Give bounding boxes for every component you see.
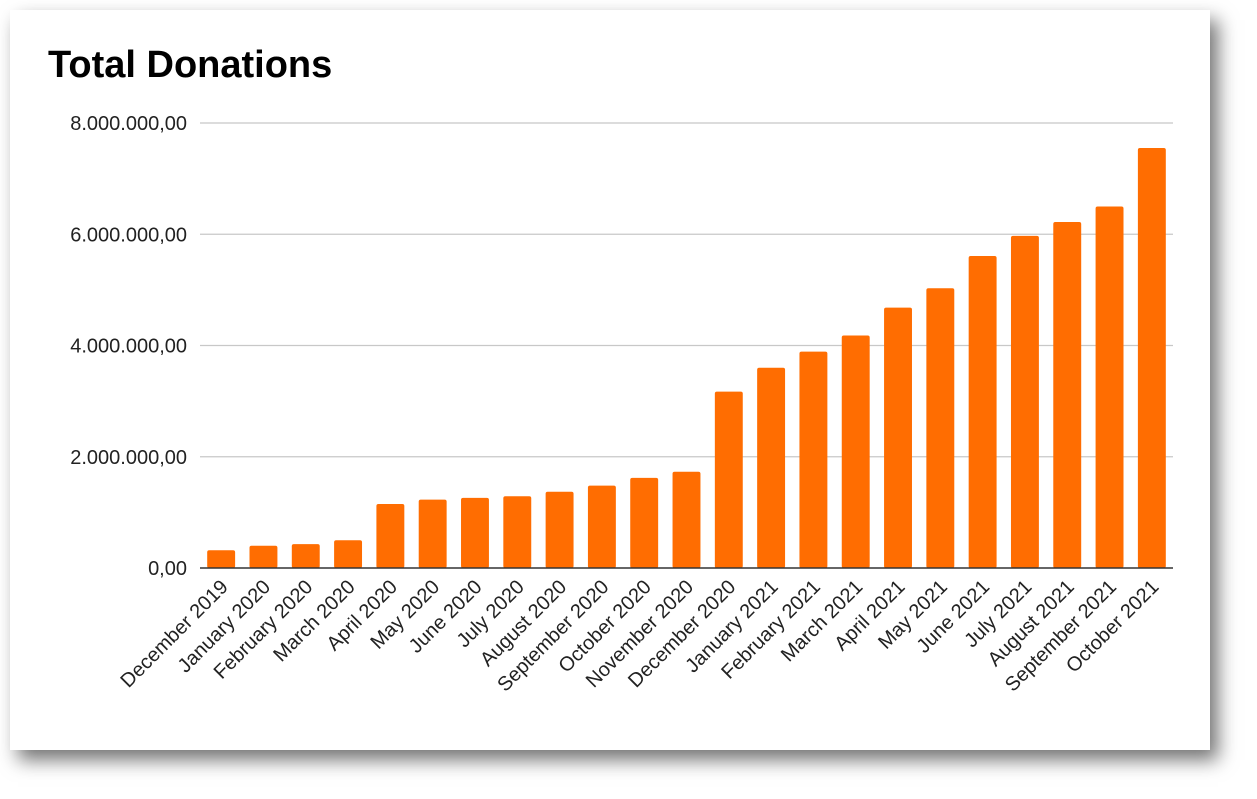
bar: [249, 545, 278, 568]
bar: [545, 491, 574, 568]
y-tick-label: 8.000.000,00: [70, 113, 187, 135]
bar: [418, 499, 447, 568]
bar: [1053, 222, 1082, 568]
bar: [757, 367, 786, 568]
bar: [1137, 148, 1166, 568]
y-tick-label: 4.000.000,00: [70, 336, 187, 358]
bar: [376, 504, 405, 568]
chart-title: Total Donations: [48, 44, 333, 86]
bar: [1010, 235, 1039, 568]
bar: [334, 540, 363, 568]
gridlines: [200, 122, 1173, 458]
bar: [672, 471, 701, 568]
bar: [968, 255, 997, 568]
bar-chart: 0,00 2.000.000,00 4.000.000,00 6.000.000,00…: [70, 113, 1173, 696]
bar: [461, 497, 489, 568]
chart-card: Total Donations 0,00 2.000.000,00 4.000.00…: [10, 10, 1210, 750]
bars: [207, 148, 1166, 568]
bar: [630, 477, 659, 568]
bar: [1095, 206, 1124, 568]
y-tick-label: 0,00: [148, 558, 187, 580]
y-tick-label: 6.000.000,00: [70, 224, 187, 246]
bar: [587, 485, 616, 568]
y-tick-labels: 0,00 2.000.000,00 4.000.000,00 6.000.000,00…: [70, 113, 187, 580]
bar: [884, 307, 912, 568]
y-tick-label: 2.000.000,00: [70, 447, 187, 469]
bar: [291, 544, 320, 568]
bar: [799, 351, 828, 568]
bar: [926, 288, 955, 568]
bar: [207, 550, 236, 568]
bar: [841, 335, 870, 568]
bar: [503, 496, 532, 568]
bar: [714, 391, 743, 568]
